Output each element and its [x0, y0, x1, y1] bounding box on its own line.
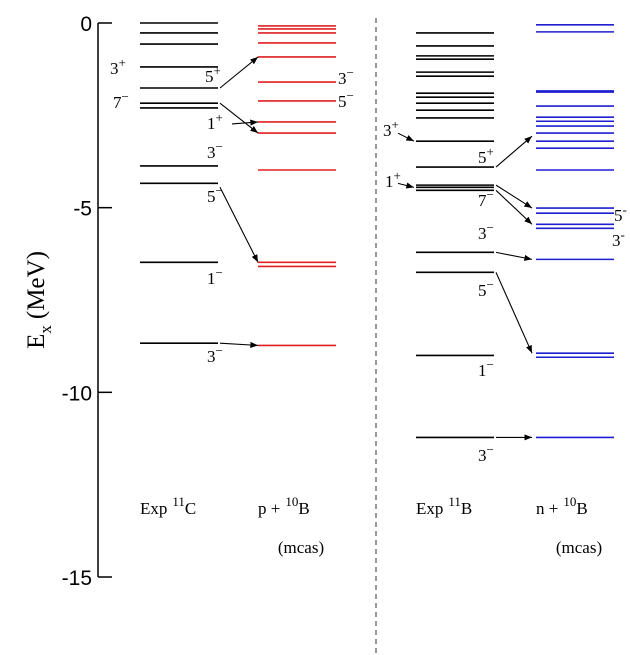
element: B	[461, 499, 472, 518]
spin-parity-label: 3+	[110, 55, 126, 78]
parity: −	[347, 88, 354, 103]
spin-parity-label: 5−	[338, 88, 354, 111]
spin-parity-label: 5+	[478, 144, 494, 167]
spin-parity-label: 3−	[478, 442, 494, 465]
spin-parity-label: 1+	[207, 110, 223, 133]
column-prefix: n +	[536, 499, 558, 518]
parity: −	[122, 89, 129, 104]
parity: −	[216, 265, 223, 280]
column-label: n + 10B	[536, 494, 588, 518]
transition-arrow	[495, 272, 533, 354]
transition-arrow	[495, 189, 533, 225]
spin: 3	[338, 69, 347, 88]
column-label: p + 10B	[258, 494, 310, 518]
spin: 1	[478, 361, 487, 380]
parity: +	[392, 117, 399, 132]
column-prefix: p +	[258, 499, 280, 518]
parity: +	[394, 168, 401, 183]
transition-arrow	[495, 135, 533, 168]
spin: 3	[207, 347, 216, 366]
spin: 7	[113, 93, 122, 112]
parity: +	[214, 63, 221, 78]
y-tick-label: -10	[62, 382, 92, 405]
parity: +	[119, 55, 126, 70]
spin-parity-label: 7−	[113, 89, 129, 112]
spin: 3	[207, 143, 216, 162]
column-label: Exp 11B	[416, 494, 472, 518]
spin: 7	[478, 191, 487, 210]
y-tick-label: -5	[73, 198, 92, 221]
transition-arrow	[495, 251, 533, 261]
spin-parity-label: 5-	[614, 202, 627, 225]
column-label: Exp 11C	[140, 494, 196, 518]
mcas-note: (mcas)	[556, 538, 602, 557]
spin: 5	[207, 187, 216, 206]
spin-parity-label: 3−	[207, 343, 223, 366]
parity: -	[621, 227, 625, 242]
spin: 1	[207, 114, 216, 133]
column-prefix: Exp	[416, 499, 443, 518]
transition-arrow	[231, 119, 259, 126]
mass-number: 11	[172, 494, 185, 509]
parity: −	[487, 442, 494, 457]
transition-arrow	[219, 341, 259, 349]
parity: −	[487, 357, 494, 372]
spin-parity-label: 5+	[205, 63, 221, 86]
parity: −	[347, 65, 354, 80]
spin-parity-label: 1+	[385, 168, 401, 191]
element: B	[576, 499, 587, 518]
spin-parity-label: 7−	[478, 187, 494, 210]
spin: 1	[207, 269, 216, 288]
parity: −	[487, 277, 494, 292]
spin: 1	[385, 172, 394, 191]
spin: 5	[338, 92, 347, 111]
spin-parity-label: 5−	[478, 277, 494, 300]
mass-number: 11	[448, 494, 461, 509]
spin-parity-label: 1−	[207, 265, 223, 288]
element: C	[185, 499, 196, 518]
parity: −	[216, 139, 223, 154]
spin: 5	[478, 148, 487, 167]
transition-arrow	[219, 56, 259, 89]
spin: 3	[383, 121, 392, 140]
spin: 5	[205, 67, 214, 86]
transition-arrow	[397, 182, 415, 189]
parity: −	[487, 187, 494, 202]
parity: +	[487, 144, 494, 159]
spin: 3	[478, 446, 487, 465]
parity: +	[216, 110, 223, 125]
spin-parity-label: 3-	[612, 227, 625, 250]
parity: -	[623, 202, 627, 217]
element: B	[298, 499, 309, 518]
parity: −	[216, 343, 223, 358]
spin: 5	[614, 206, 623, 225]
spin: 3	[110, 59, 119, 78]
spin: 3	[478, 224, 487, 243]
y-axis-label: Ex(MeV)	[23, 251, 55, 349]
spin-parity-label: 1−	[478, 357, 494, 380]
transition-arrow	[495, 184, 533, 209]
spin-parity-label: 3−	[478, 220, 494, 243]
y-tick-label: 0	[80, 13, 92, 36]
spin: 5	[478, 281, 487, 300]
column-prefix: Exp	[140, 499, 167, 518]
mass-number: 10	[563, 494, 576, 509]
transition-arrow	[219, 187, 259, 263]
mcas-note: (mcas)	[278, 538, 324, 557]
spin-parity-label: 5−	[207, 183, 223, 206]
parity: −	[487, 220, 494, 235]
parity: −	[216, 183, 223, 198]
transition-arrow	[397, 132, 415, 142]
spin-parity-label: 3+	[383, 117, 399, 140]
mass-number: 10	[285, 494, 298, 509]
spin-parity-label: 3−	[338, 65, 354, 88]
spin: 3	[612, 231, 621, 250]
spin-parity-label: 3−	[207, 139, 223, 162]
transition-arrow	[219, 102, 259, 134]
y-tick-label: -15	[62, 567, 92, 590]
